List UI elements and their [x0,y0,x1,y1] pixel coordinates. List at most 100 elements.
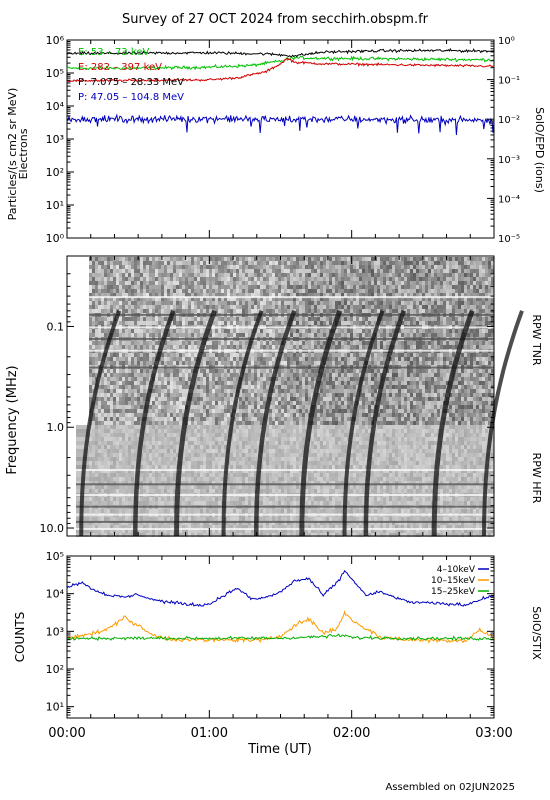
spectrogram-cell [215,405,218,409]
spectrogram-cell [182,501,185,505]
spectrogram-cell [89,501,92,505]
spectrogram-cell [143,397,146,401]
spectrogram-cell [122,509,125,513]
spectrogram-cell [176,417,179,421]
spectrogram-cell [176,277,179,281]
spectrogram-cell [263,361,266,365]
spectrogram-cell [200,377,203,381]
spectrogram-cell [146,309,149,313]
spectrogram-cell [293,285,296,289]
spectrogram-cell [128,281,131,285]
spectrogram-cell [275,445,278,449]
spectrogram-cell [218,425,221,429]
spectrogram-cell [188,437,191,441]
spectrogram-cell [173,453,176,457]
spectrogram-cell [191,409,194,413]
spectrogram-cell [218,417,221,421]
spectrogram-cell [92,533,95,537]
spectrogram-cell [269,269,272,273]
epd-series-line-0 [66,55,495,71]
spectrogram-cell [158,509,161,513]
spectrogram-cell [173,497,176,501]
spectrogram-cell [263,525,266,529]
spectrogram-cell [137,389,140,393]
spectrogram-cell [113,305,116,309]
spectrogram-cell [143,269,146,273]
spectrogram-cell [203,409,206,413]
spectrogram-cell [170,501,173,505]
spectrogram-cell [116,405,119,409]
spectrogram-cell [245,333,248,337]
spectrogram-cell [179,405,182,409]
spectrogram-cell [185,385,188,389]
spectrogram-cell [116,501,119,505]
spectrogram-cell [167,361,170,365]
spectrogram-cell [137,429,140,433]
spectrogram-cell [116,473,119,477]
spectrogram-cell [191,465,194,469]
epd-left-label-2: Electrons [17,128,30,179]
spectrogram-cell [173,265,176,269]
spectrogram-cell [101,385,104,389]
spectrogram-cell [242,357,245,361]
spectrogram-cell [227,277,230,281]
spectrogram-cell [293,353,296,357]
spectrogram-cell [218,289,221,293]
spectrogram-cell [227,465,230,469]
spectrogram-cell [137,277,140,281]
spectrogram-cell [218,445,221,449]
spectrogram-cell [137,421,140,425]
spectrogram-cell [251,389,254,393]
spectrogram-cell [128,425,131,429]
spectrogram-cell [98,393,101,397]
spectrogram-cell [128,417,131,421]
spectrogram-cell [263,521,266,525]
spectrogram-cell [104,405,107,409]
spectrogram-cell [191,273,194,277]
spectrogram-cell [215,497,218,501]
spectrogram-cell [287,465,290,469]
spectrogram-cell [146,385,149,389]
spectrogram-cell [290,433,293,437]
spectrogram-cell [266,465,269,469]
spectrogram-cell [155,409,158,413]
spectrogram-cell [185,533,188,537]
spectrogram-cell [254,265,257,269]
spectrogram-cell [155,477,158,481]
spectrogram-cell [233,473,236,477]
spectrogram-cell [260,305,263,309]
spectrogram-cell [245,397,248,401]
epd-legend-entry: P: 47.05 – 104.8 MeV [78,92,184,103]
spectrogram-cell [197,277,200,281]
spectrogram-cell [212,529,215,533]
spectrogram-cell [113,393,116,397]
spectrogram-cell [188,269,191,273]
spectrogram-cell [251,269,254,273]
spectrogram-cell [149,357,152,361]
spectrogram-cell [98,361,101,365]
spectrogram-cell [194,265,197,269]
spectrogram-cell [200,293,203,297]
spectrogram-cell [203,421,206,425]
spectrogram-cell [128,329,131,333]
spectrogram-cell [95,289,98,293]
spectrogram-cell [182,517,185,521]
spectrogram-cell [152,453,155,457]
spectrogram-cell [275,285,278,289]
spectrogram-cell [125,353,128,357]
spectrogram-cell [164,393,167,397]
spectrogram-cell [116,449,119,453]
spectrogram-cell [239,257,242,261]
spectrogram-cell [104,453,107,457]
spectrogram-cell [233,305,236,309]
spectrogram-cell [131,521,134,525]
spectrogram-cell [146,317,149,321]
spectrogram-cell [155,345,158,349]
spectrogram-cell [161,393,164,397]
spectrogram-cell [191,437,194,441]
spectrogram-cell [176,389,179,393]
spectrogram-cell [227,293,230,297]
spectrogram-cell [212,525,215,529]
spectrogram-cell [155,497,158,501]
spectrogram-cell [278,273,281,277]
